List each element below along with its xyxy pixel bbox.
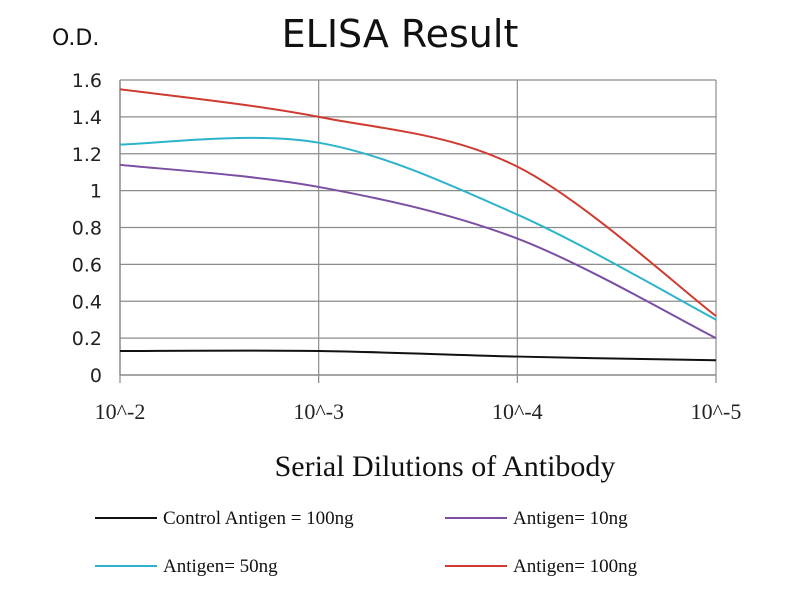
- y-tick-label: 0: [90, 365, 102, 387]
- series-line: [119, 349, 717, 362]
- grid-lines: [120, 79, 717, 375]
- chart-title: ELISA Result: [281, 12, 519, 56]
- y-tick-label: 0.8: [72, 218, 102, 240]
- series-line: [119, 136, 717, 321]
- x-tick-label: 10^-3: [293, 399, 344, 424]
- legend-label: Antigen= 10ng: [513, 508, 628, 529]
- legend-label: Control Antigen = 100ng: [163, 508, 354, 529]
- x-tick-label: 10^-4: [492, 399, 543, 424]
- y-tick-label: 0.2: [72, 328, 102, 350]
- y-tick-label: 0.6: [72, 254, 102, 276]
- x-tick-labels: 10^-2 10^-3 10^-4 10^-5: [95, 399, 742, 424]
- series-line: [119, 88, 717, 317]
- legend-label: Antigen= 50ng: [163, 556, 278, 577]
- y-axis-label: O.D.: [52, 26, 100, 51]
- y-tick-label: 1: [90, 181, 102, 203]
- x-tick-label: 10^-2: [95, 399, 146, 424]
- y-tick-labels: 0 0.2 0.4 0.6 0.8 1 1.2 1.4 1.6: [72, 70, 102, 387]
- x-tick-label: 10^-5: [691, 399, 742, 424]
- y-tick-label: 1.6: [72, 70, 102, 92]
- legend: Control Antigen = 100ng Antigen= 10ng Anti…: [95, 508, 638, 577]
- series-lines: [119, 88, 717, 362]
- legend-label: Antigen= 100ng: [513, 556, 638, 577]
- series-line: [119, 163, 717, 340]
- y-tick-label: 0.4: [72, 291, 102, 313]
- y-tick-label: 1.4: [72, 107, 102, 129]
- x-axis-label: Serial Dilutions of Antibody: [275, 450, 616, 483]
- axes: [119, 80, 717, 383]
- y-tick-label: 1.2: [72, 144, 102, 166]
